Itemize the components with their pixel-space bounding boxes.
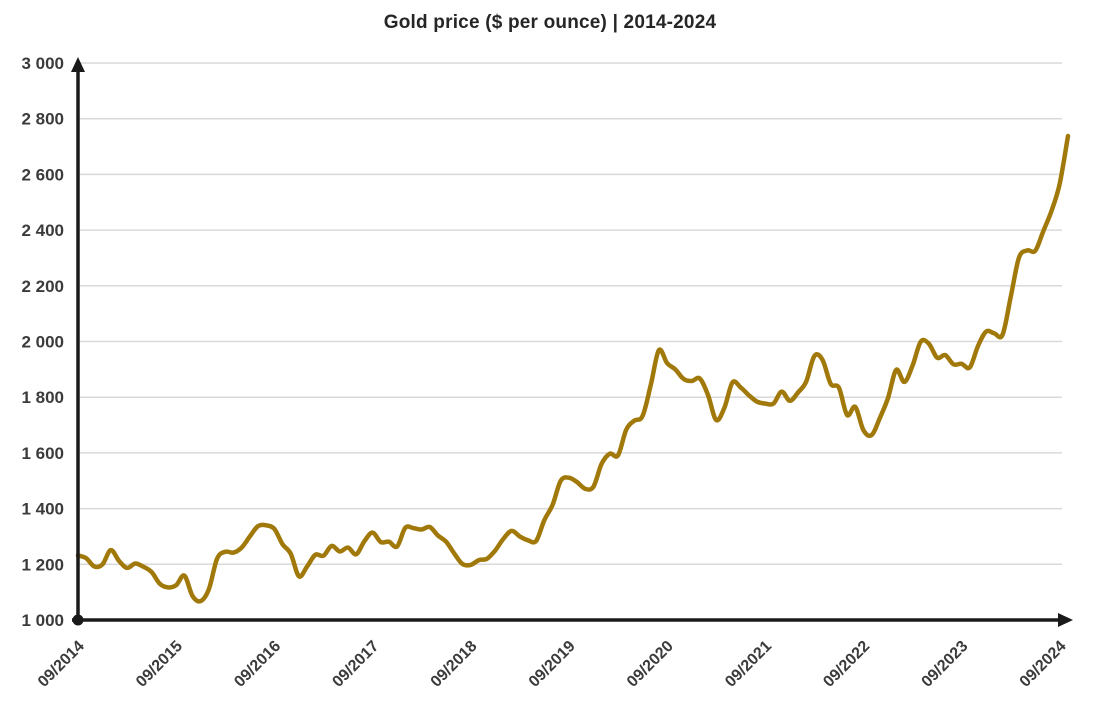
gold-price-line bbox=[75, 133, 1071, 604]
x-axis-tick-label: 09/2018 bbox=[428, 638, 481, 691]
y-axis-tick-label: 2 000 bbox=[21, 333, 64, 352]
y-axis-tick-label: 2 200 bbox=[21, 277, 64, 296]
y-axis-tick-label: 2 400 bbox=[21, 221, 64, 240]
y-axis-tick-label: 2 800 bbox=[21, 110, 64, 129]
x-axis-tick-label: 09/2019 bbox=[526, 638, 579, 691]
x-axis-tick-label: 09/2022 bbox=[820, 638, 873, 691]
x-axis-tick-label: 09/2024 bbox=[1017, 638, 1070, 691]
y-axis-tick-label: 1 600 bbox=[21, 444, 64, 463]
x-axis-tick-label: 09/2023 bbox=[919, 638, 972, 691]
x-axis-tick-label: 09/2014 bbox=[35, 638, 88, 691]
y-axis-tick-label: 1 000 bbox=[21, 611, 64, 630]
y-axis-tick-label: 1 400 bbox=[21, 500, 64, 519]
x-axis-tick-label: 09/2017 bbox=[329, 638, 382, 691]
x-axis-tick-label: 09/2020 bbox=[624, 638, 677, 691]
x-axis-arrowhead-icon bbox=[1058, 613, 1073, 627]
y-axis-arrowhead-icon bbox=[71, 57, 85, 72]
origin-dot bbox=[72, 614, 84, 626]
chart-title: Gold price ($ per ounce) | 2014-2024 bbox=[383, 12, 717, 33]
y-axis-tick-label: 1 200 bbox=[21, 555, 64, 574]
y-axis-tick-label: 3 000 bbox=[21, 54, 64, 73]
x-axis-tick-label: 09/2016 bbox=[231, 638, 284, 691]
y-axis-tick-label: 1 800 bbox=[21, 388, 64, 407]
y-axis-tick-label: 2 600 bbox=[21, 165, 64, 184]
x-axis-tick-label: 09/2015 bbox=[133, 638, 186, 691]
x-axis-tick-label: 09/2021 bbox=[722, 638, 775, 691]
